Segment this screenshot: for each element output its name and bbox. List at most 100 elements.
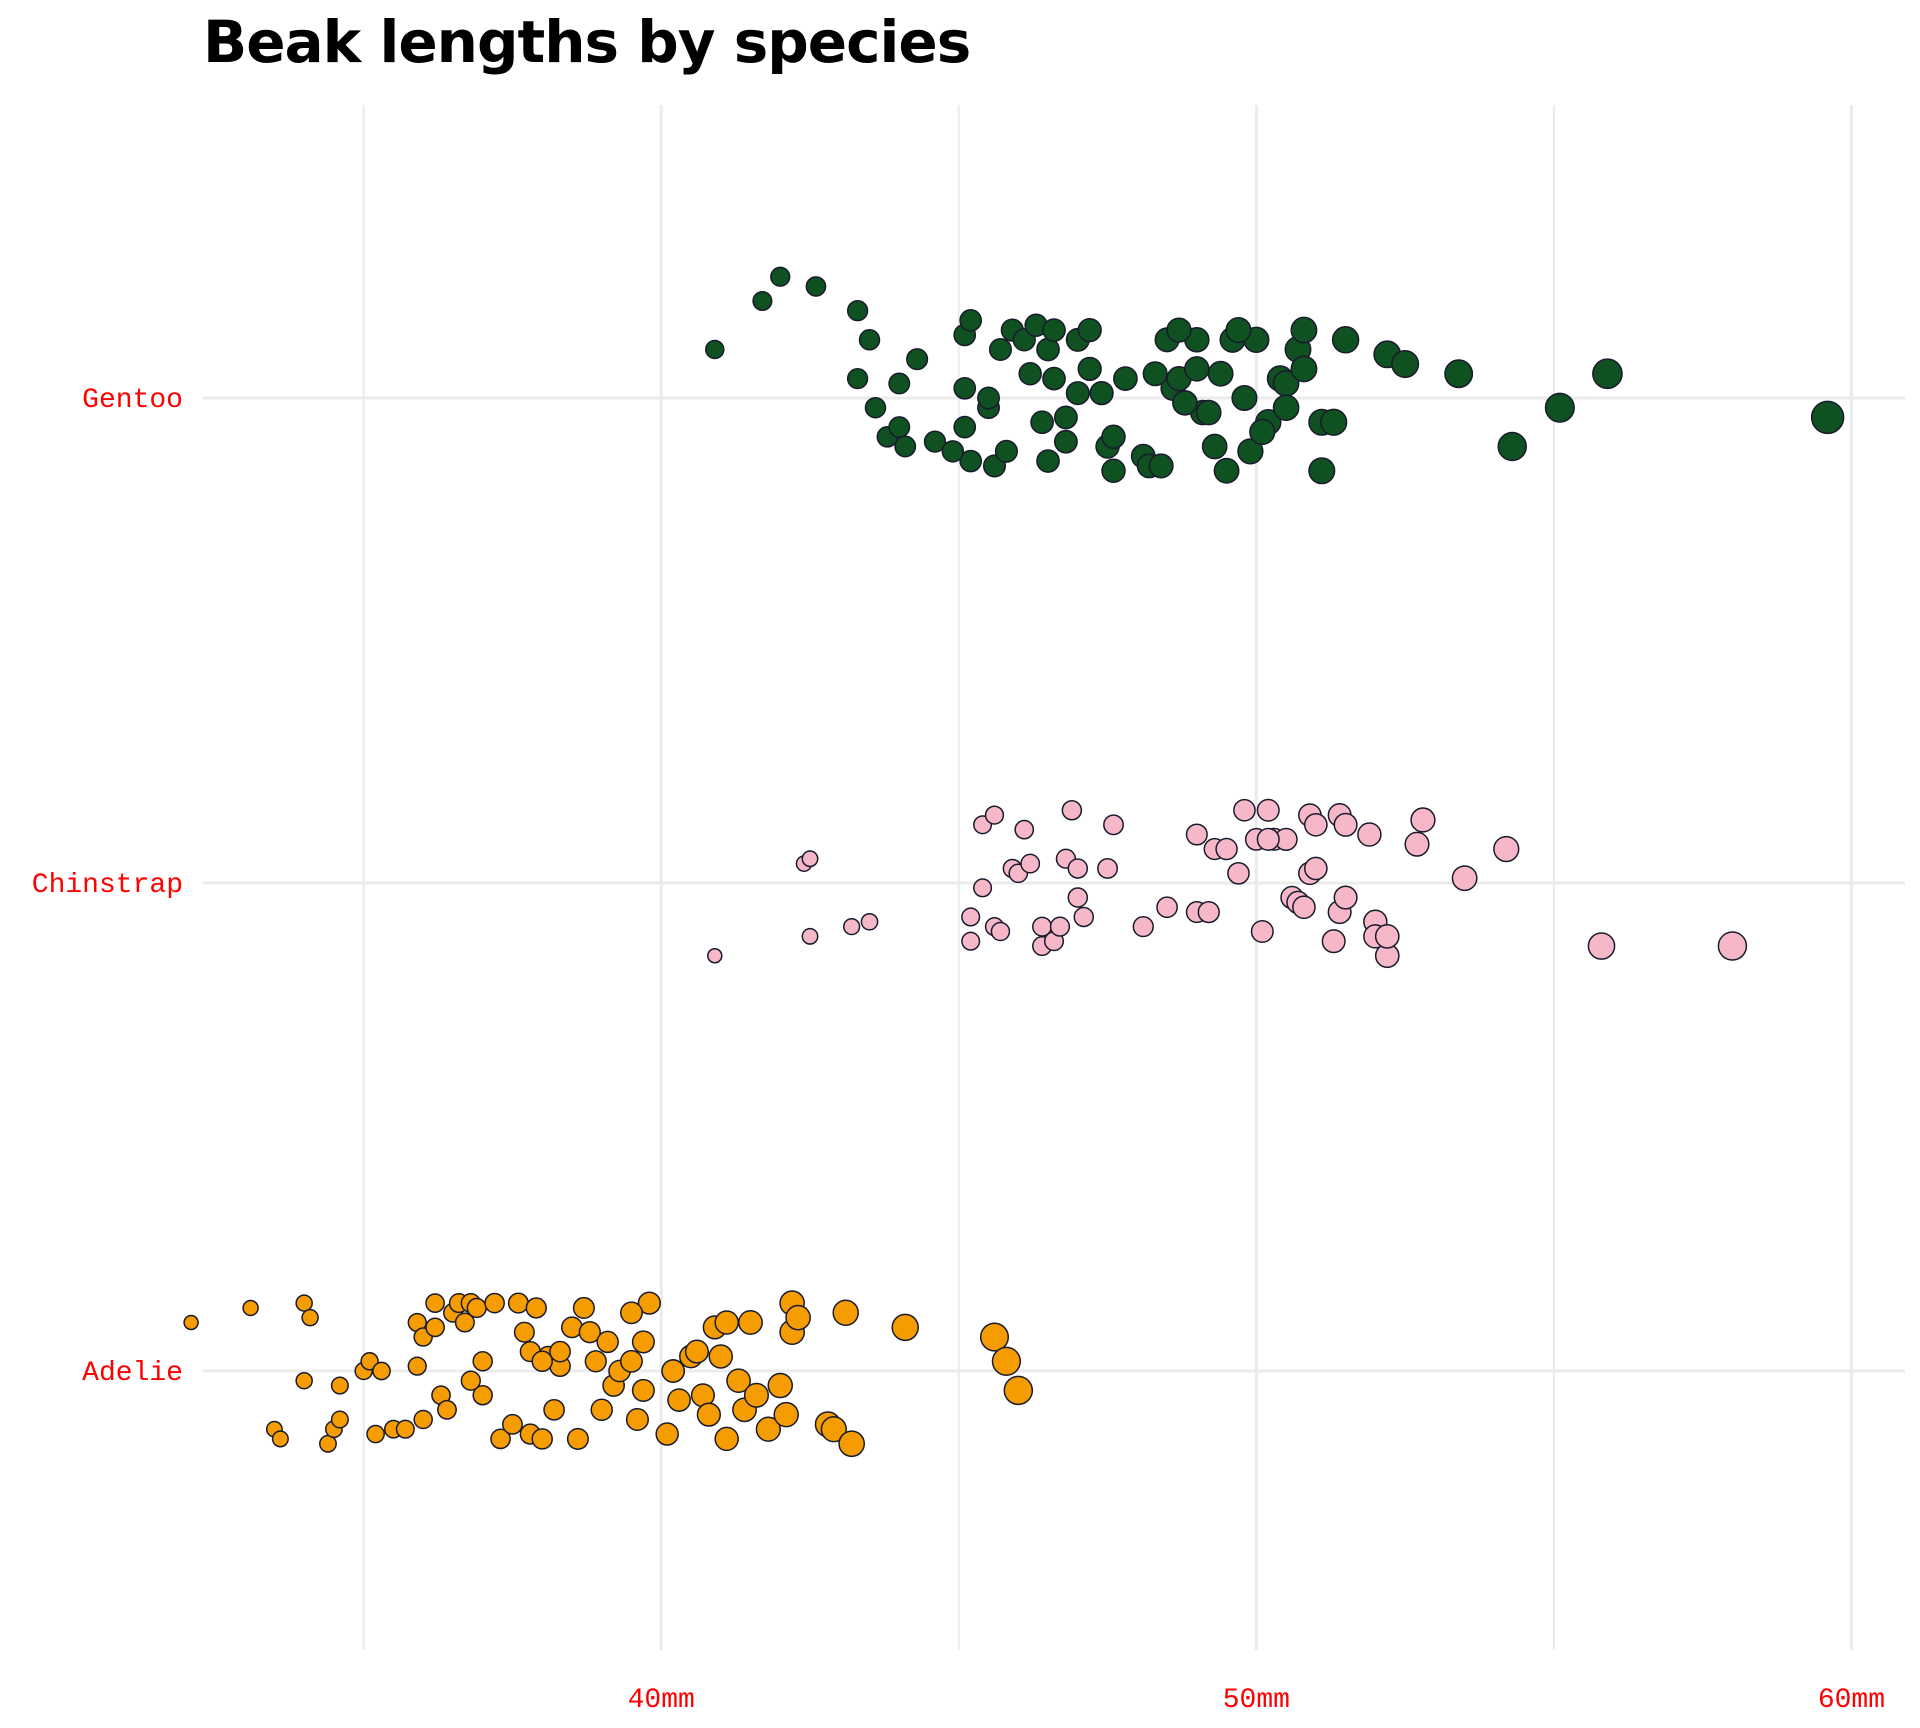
point-adelie — [513, 1321, 535, 1343]
point-adelie — [466, 1297, 487, 1319]
point-chinstrap — [1215, 837, 1238, 861]
point-gentoo — [1101, 424, 1126, 450]
point-adelie — [454, 1312, 475, 1333]
point-gentoo — [846, 300, 869, 322]
point-gentoo — [1207, 360, 1234, 387]
point-gentoo — [1184, 356, 1210, 382]
point-adelie — [472, 1385, 493, 1406]
point-gentoo — [959, 449, 983, 473]
point-chinstrap — [1103, 814, 1124, 836]
point-adelie — [1003, 1375, 1034, 1406]
x-tick-label: 40mm — [628, 1685, 695, 1716]
point-gentoo — [923, 430, 947, 453]
point-gentoo — [988, 337, 1012, 362]
point-chinstrap — [1404, 831, 1430, 857]
point-gentoo — [805, 276, 827, 297]
point-adelie — [714, 1310, 739, 1335]
point-gentoo — [1592, 358, 1623, 390]
point-chinstrap — [843, 918, 861, 936]
point-gentoo — [1544, 392, 1575, 423]
point-adelie — [684, 1339, 709, 1364]
point-chinstrap — [1451, 865, 1478, 892]
point-gentoo — [1195, 399, 1222, 426]
point-adelie — [271, 1430, 289, 1448]
point-adelie — [531, 1428, 553, 1450]
point-adelie — [631, 1378, 655, 1402]
point-adelie — [507, 1292, 529, 1314]
point-adelie — [743, 1382, 769, 1408]
point-chinstrap — [801, 850, 819, 868]
x-tick-label: 50mm — [1223, 1685, 1290, 1716]
point-gentoo — [1331, 326, 1360, 354]
point-gentoo — [1113, 366, 1138, 391]
point-adelie — [437, 1399, 457, 1420]
point-adelie — [413, 1409, 433, 1430]
point-gentoo — [1018, 362, 1042, 386]
point-gentoo — [752, 290, 773, 312]
point-adelie — [637, 1291, 661, 1315]
point-chinstrap — [973, 878, 993, 898]
point-chinstrap — [1073, 906, 1095, 928]
point-adelie — [549, 1340, 571, 1363]
point-adelie — [490, 1428, 511, 1450]
point-gentoo — [1272, 394, 1300, 422]
point-gentoo — [858, 329, 881, 351]
point-gentoo — [1172, 390, 1198, 416]
point-chinstrap — [1303, 812, 1328, 837]
point-gentoo — [1065, 381, 1090, 406]
point-gentoo — [1030, 410, 1054, 435]
points-layer — [183, 266, 1845, 1458]
point-adelie — [785, 1304, 811, 1331]
point-chinstrap — [1097, 858, 1119, 879]
point-adelie — [330, 1410, 349, 1429]
point-chinstrap — [1717, 931, 1748, 961]
point-chinstrap — [1067, 858, 1089, 879]
point-chinstrap — [1233, 798, 1256, 822]
point-gentoo — [906, 348, 929, 371]
point-gentoo — [888, 416, 911, 439]
point-gentoo — [1148, 453, 1174, 479]
point-chinstrap — [1250, 919, 1274, 944]
point-adelie — [472, 1351, 493, 1372]
x-tick-label: 60mm — [1818, 1685, 1885, 1716]
point-adelie — [543, 1398, 565, 1421]
point-adelie — [242, 1299, 259, 1317]
point-gentoo — [1101, 458, 1126, 483]
point-chinstrap — [1303, 856, 1328, 881]
chart-title: Beak lengths by species — [203, 8, 971, 76]
point-chinstrap — [1493, 835, 1520, 863]
point-gentoo — [1249, 418, 1276, 446]
point-gentoo — [1810, 400, 1845, 435]
point-gentoo — [1201, 433, 1228, 460]
point-adelie — [708, 1344, 733, 1369]
point-chinstrap — [1067, 887, 1089, 908]
point-gentoo — [1053, 429, 1078, 454]
point-gentoo — [770, 266, 791, 287]
point-adelie — [620, 1301, 643, 1325]
grid-layer — [203, 105, 1905, 1650]
point-gentoo — [941, 440, 965, 463]
point-chinstrap — [1333, 812, 1358, 837]
point-gentoo — [1308, 457, 1336, 485]
point-chinstrap — [1132, 916, 1154, 938]
point-gentoo — [953, 376, 977, 400]
point-gentoo — [994, 439, 1018, 463]
point-adelie — [773, 1401, 799, 1428]
point-adelie — [372, 1361, 391, 1381]
point-gentoo — [1077, 356, 1102, 382]
point-gentoo — [1077, 317, 1102, 343]
series-gentoo — [705, 266, 1845, 485]
point-adelie — [484, 1292, 505, 1314]
point-chinstrap — [984, 805, 1005, 825]
point-gentoo — [846, 367, 869, 390]
point-adelie — [661, 1359, 685, 1383]
point-adelie — [566, 1427, 589, 1450]
point-chinstrap — [961, 931, 981, 951]
point-gentoo — [1231, 384, 1258, 412]
point-adelie — [425, 1317, 445, 1338]
point-gentoo — [1089, 381, 1114, 406]
point-chinstrap — [1061, 800, 1083, 821]
point-adelie — [590, 1398, 613, 1422]
y-axis-labels: Adelie Chinstrap Gentoo — [32, 385, 183, 1389]
